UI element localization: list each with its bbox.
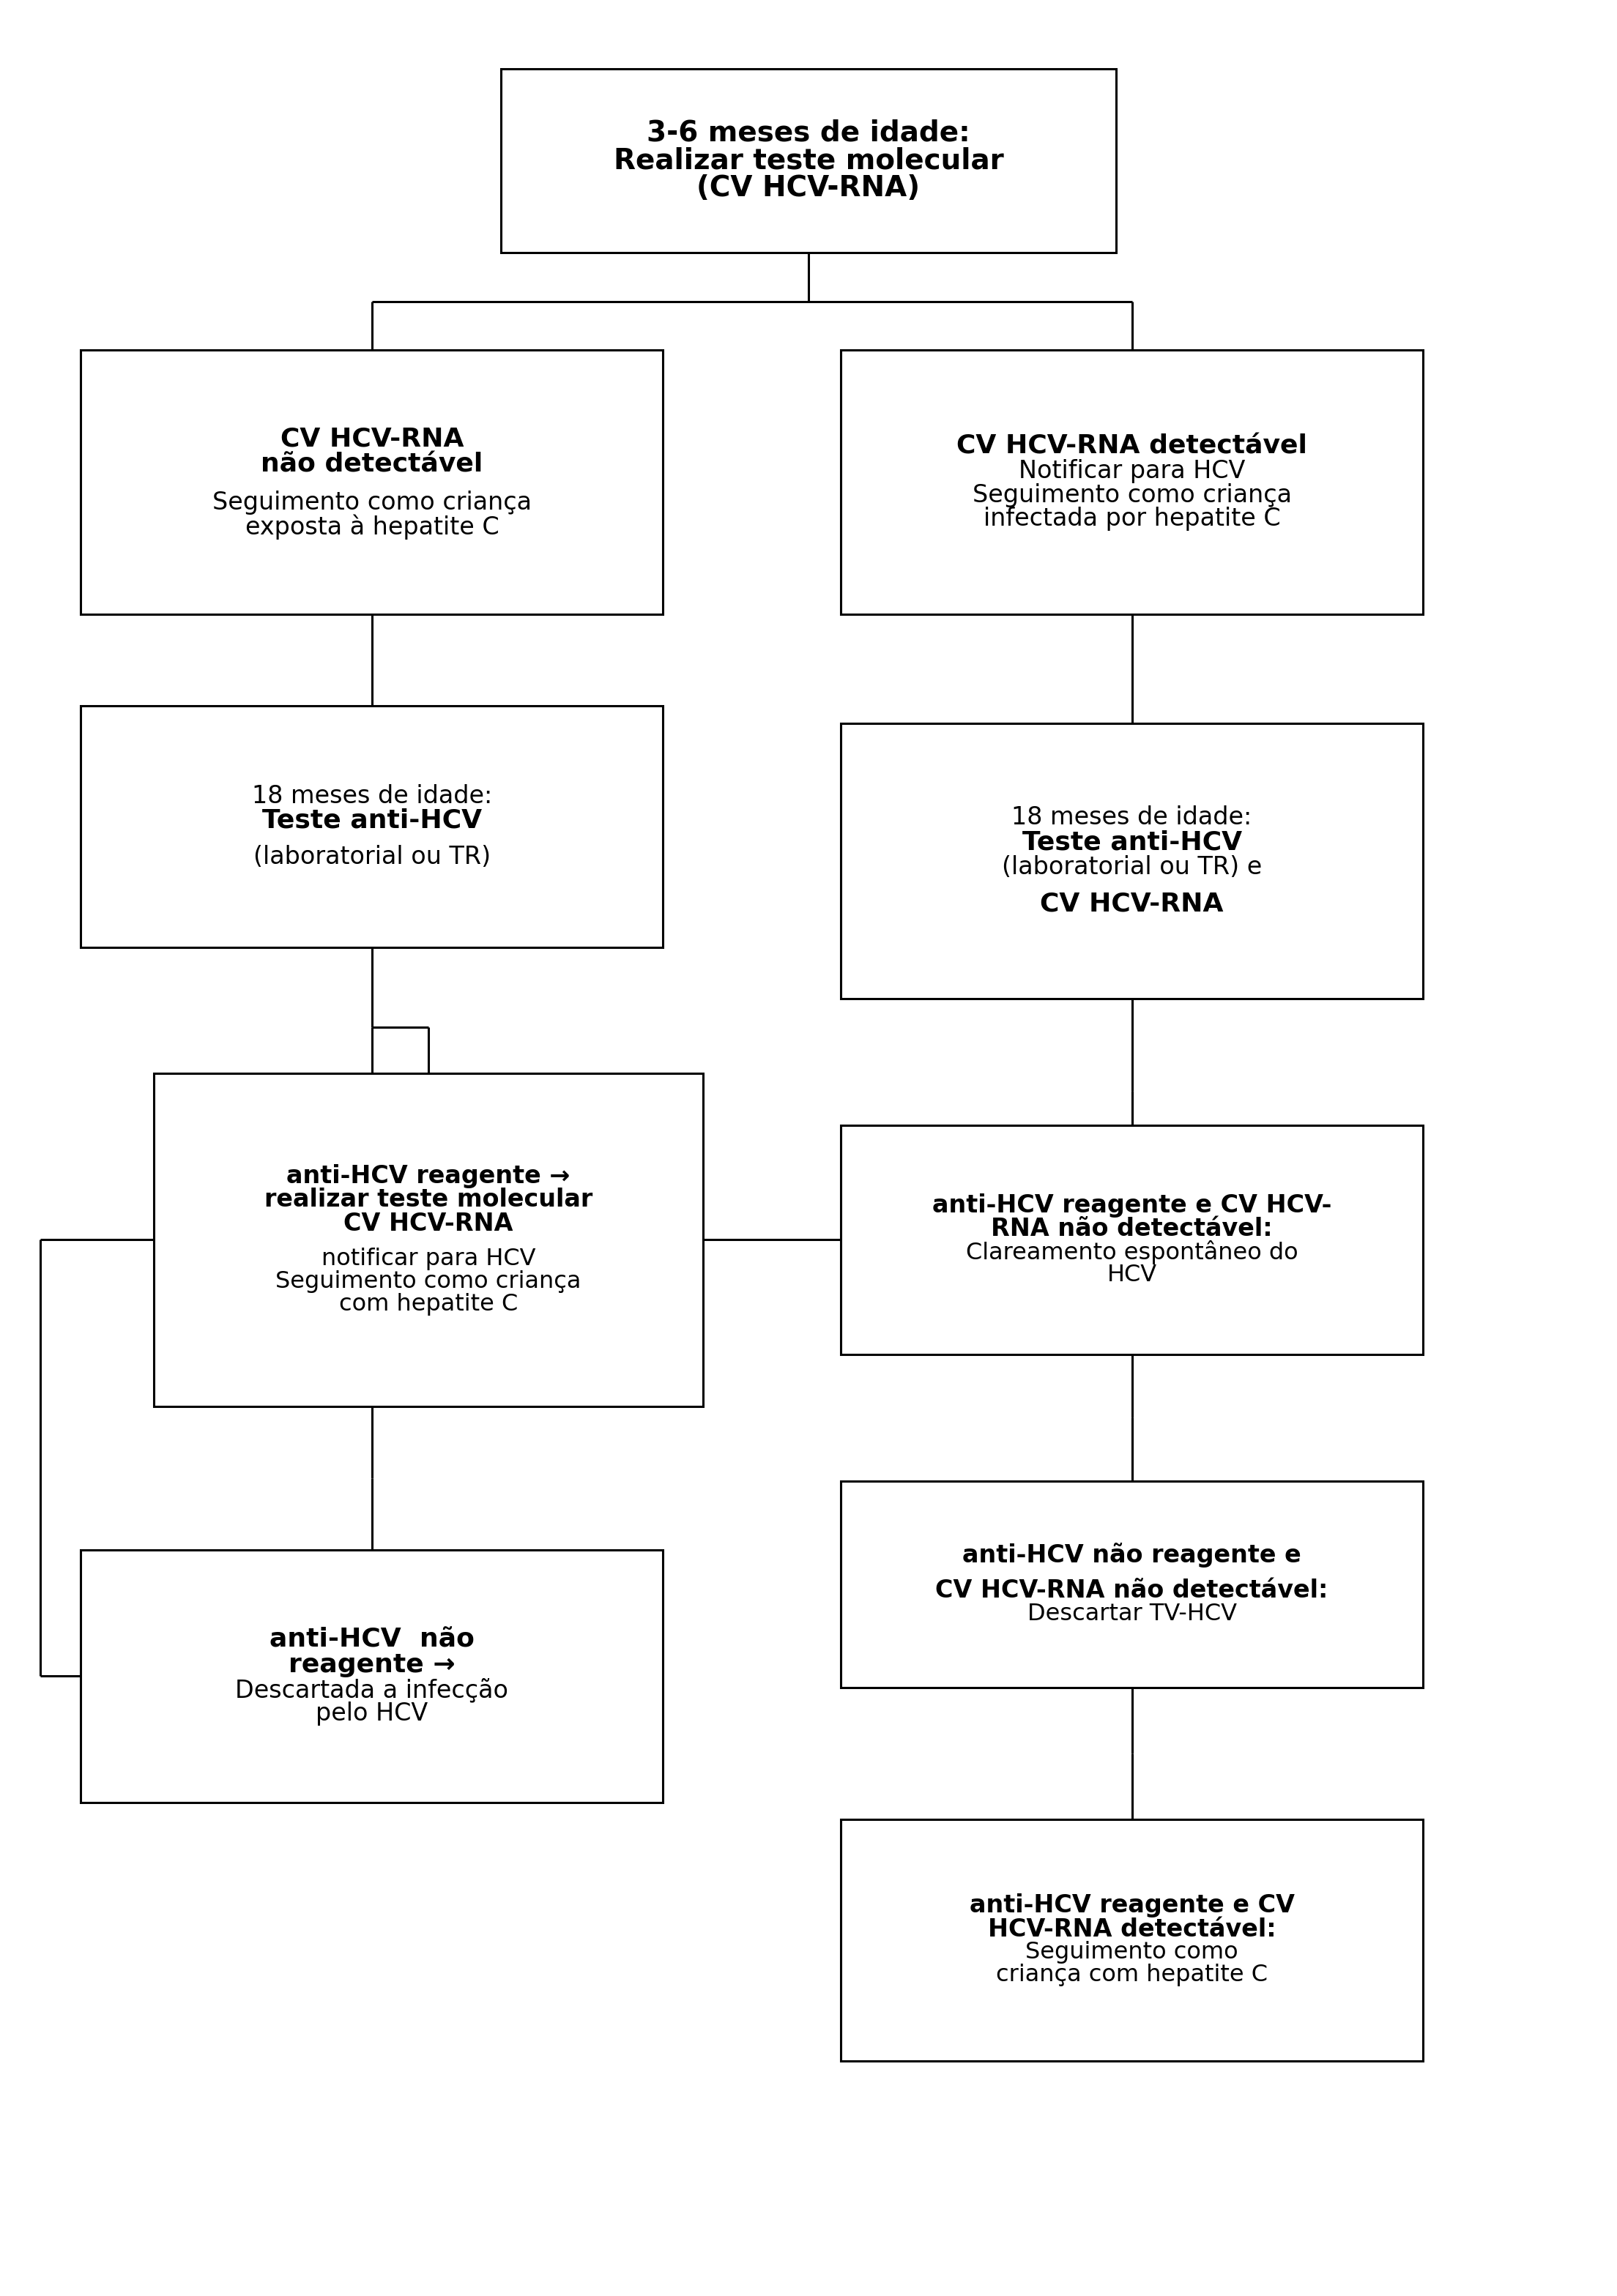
Text: não detectável: não detectável [260,452,483,478]
Text: Descartada a infecção: Descartada a infecção [236,1678,508,1701]
Text: CV HCV-RNA detectável: CV HCV-RNA detectável [957,434,1307,459]
Text: CV HCV-RNA: CV HCV-RNA [280,427,464,450]
Text: (laboratorial ou TR): (laboratorial ou TR) [254,845,490,870]
Text: Realizar teste molecular: Realizar teste molecular [613,147,1004,174]
Text: HCV-RNA detectável:: HCV-RNA detectável: [988,1917,1276,1942]
Text: Notificar para HCV: Notificar para HCV [1019,459,1245,484]
Text: anti-HCV  não: anti-HCV não [270,1628,474,1651]
FancyBboxPatch shape [841,1818,1423,2062]
Text: 18 meses de idade:: 18 meses de idade: [1012,806,1252,829]
Text: 3-6 meses de idade:: 3-6 meses de idade: [647,119,970,147]
Text: anti-HCV reagente e CV: anti-HCV reagente e CV [969,1894,1295,1917]
Text: anti-HCV reagente →: anti-HCV reagente → [286,1164,571,1187]
Text: notificar para HCV: notificar para HCV [322,1247,535,1270]
Text: HCV: HCV [1108,1263,1156,1286]
FancyBboxPatch shape [841,349,1423,613]
FancyBboxPatch shape [81,349,663,613]
Text: pelo HCV: pelo HCV [315,1701,429,1727]
Text: infectada por hepatite C: infectada por hepatite C [983,507,1281,530]
Text: CV HCV-RNA: CV HCV-RNA [344,1212,513,1235]
Text: CV HCV-RNA: CV HCV-RNA [1040,891,1224,916]
Text: reagente →: reagente → [288,1653,456,1678]
Text: Teste anti-HCV: Teste anti-HCV [1022,829,1242,854]
Text: RNA não detectável:: RNA não detectável: [991,1217,1273,1242]
Text: com hepatite C: com hepatite C [340,1293,517,1316]
Text: Seguimento como criança: Seguimento como criança [212,491,532,514]
Text: (laboratorial ou TR) e: (laboratorial ou TR) e [1003,854,1261,879]
FancyBboxPatch shape [81,1550,663,1802]
FancyBboxPatch shape [841,1125,1423,1355]
FancyBboxPatch shape [841,723,1423,999]
Text: Descartar TV-HCV: Descartar TV-HCV [1027,1603,1237,1626]
Text: 18 meses de idade:: 18 meses de idade: [252,783,492,808]
Text: Seguimento como: Seguimento como [1025,1940,1239,1963]
FancyBboxPatch shape [501,69,1116,253]
Text: anti-HCV reagente e CV HCV-: anti-HCV reagente e CV HCV- [933,1194,1331,1217]
FancyBboxPatch shape [841,1481,1423,1688]
Text: anti-HCV não reagente e: anti-HCV não reagente e [962,1543,1302,1568]
Text: realizar teste molecular: realizar teste molecular [264,1187,593,1212]
Text: Seguimento como criança: Seguimento como criança [275,1270,582,1293]
Text: criança com hepatite C: criança com hepatite C [996,1963,1268,1986]
Text: exposta à hepatite C: exposta à hepatite C [246,514,498,540]
FancyBboxPatch shape [154,1075,703,1405]
Text: Clareamento espontâneo do: Clareamento espontâneo do [965,1240,1298,1265]
Text: CV HCV-RNA não detectável:: CV HCV-RNA não detectável: [936,1580,1328,1603]
FancyBboxPatch shape [81,707,663,946]
Text: (CV HCV-RNA): (CV HCV-RNA) [697,174,920,202]
Text: Teste anti-HCV: Teste anti-HCV [262,808,482,833]
Text: Seguimento como criança: Seguimento como criança [972,482,1292,507]
